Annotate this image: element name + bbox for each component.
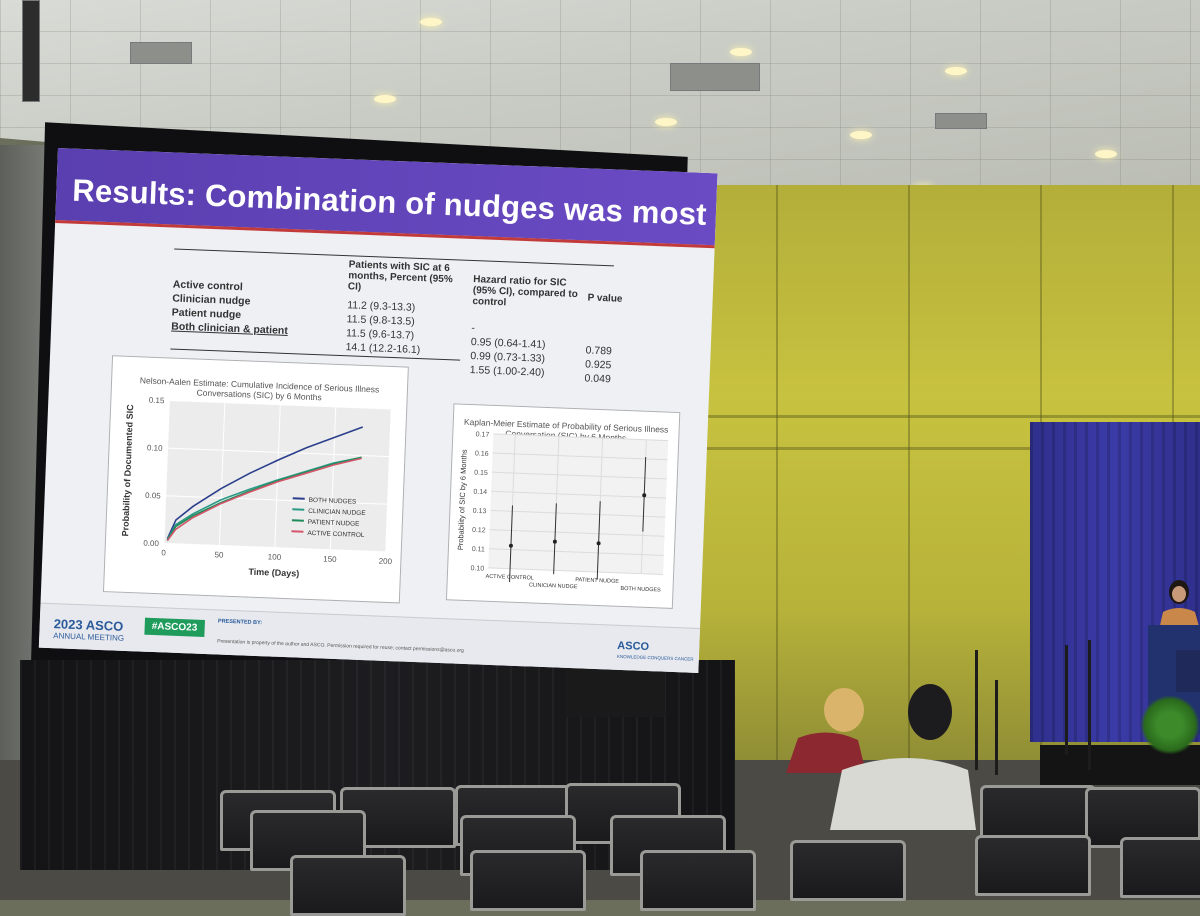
x-tick-label: 100 [268, 552, 282, 562]
ceiling-vent [130, 42, 192, 64]
y-tick-label: 0.10 [147, 443, 163, 453]
presented-by: PRESENTED BY: [218, 618, 262, 626]
kaplan-meier-plot: 0.10 0.11 0.12 0.13 0.14 0.15 0.16 0.17 Probabil… [447, 404, 679, 607]
presentation-slide: Results: Combination of nudges was most … [39, 148, 718, 673]
kaplan-meier-chart: Kaplan-Meier Estimate of Probability of … [446, 403, 680, 609]
percent-value: 11.5 (9.8-13.5) [346, 313, 415, 328]
chair [290, 855, 406, 916]
arm-label: Patient nudge [172, 306, 242, 321]
y-tick-label: 0.11 [472, 546, 485, 554]
chair [975, 835, 1091, 896]
audience-chairs [180, 765, 1200, 900]
arm-label: Clinician nudge [172, 293, 251, 308]
slide-title: Results: Combination of nudges was most … [72, 173, 718, 239]
audience-person-grey [818, 680, 978, 830]
ceiling-light [655, 118, 677, 126]
y-tick-label: 0.15 [149, 396, 165, 406]
nelson-aalen-plot: 0 50 100 150 200 0.00 0.05 0.10 0.15 Time (Days) P… [104, 356, 408, 602]
y-tick-label: 0.13 [473, 508, 487, 516]
y-axis-label: Probability of SIC by 6 Months [456, 449, 469, 550]
percent-value: 11.5 (9.6-13.7) [346, 327, 415, 342]
plant [1140, 695, 1200, 755]
y-tick-label: 0.14 [473, 489, 487, 497]
ceiling-vent [670, 63, 760, 91]
asco-meeting-text: ANNUAL MEETING [53, 631, 124, 643]
speaker-person [1155, 580, 1200, 630]
chair [470, 850, 586, 911]
results-table: Patients with SIC at 6 months, Percent (… [174, 253, 614, 270]
x-tick-label: 200 [379, 557, 393, 567]
p-value: 0.049 [584, 372, 611, 385]
chair [640, 850, 756, 911]
y-tick-label: 0.16 [475, 450, 489, 458]
x-tick-label: 0 [161, 548, 166, 557]
hashtag-badge: #ASCO23 [144, 618, 204, 637]
stage-railing [995, 680, 998, 775]
y-tick-label: 0.05 [145, 491, 161, 501]
x-tick-label: PATIENT NUDGE [575, 577, 619, 585]
y-tick-label: 0.10 [470, 565, 484, 573]
percent-value: 14.1 (12.2-16.1) [345, 341, 420, 356]
ceiling-light [420, 18, 442, 26]
ceiling-vent [935, 113, 987, 129]
stage-railing [1065, 645, 1068, 755]
ceiling-light [374, 95, 396, 103]
ceiling-light [1095, 150, 1117, 158]
y-tick-label: 0.15 [474, 470, 488, 478]
plot-area [488, 434, 668, 575]
chair [1120, 837, 1200, 898]
disclaimer-text: Presentation is property of the author a… [217, 638, 464, 653]
x-tick-label: BOTH NUDGES [620, 586, 661, 594]
x-tick-label: 150 [323, 554, 337, 564]
stage-railing [1088, 640, 1091, 770]
x-tick-label: ACTIVE CONTROL [485, 574, 533, 582]
y-axis-label: Probability of Documented SIC [120, 404, 135, 537]
y-tick-label: 0.12 [472, 527, 486, 535]
arm-label: Active control [173, 279, 243, 294]
chair [790, 840, 906, 901]
nelson-aalen-chart: Nelson-Aalen Estimate: Cumulative Incide… [103, 355, 409, 603]
ceiling-vent [22, 0, 40, 102]
asco-right-tagline: KNOWLEDGE CONQUERS CANCER [617, 654, 694, 662]
percent-value: 11.2 (9.3-13.3) [347, 299, 416, 314]
ceiling-light [730, 48, 752, 56]
podium-sign [1176, 650, 1200, 692]
x-tick-label: 50 [214, 550, 224, 559]
x-axis-label: Time (Days) [248, 567, 299, 579]
ceiling-light [850, 131, 872, 139]
ceiling-light [945, 67, 967, 75]
y-tick-label: 0.17 [476, 431, 490, 439]
hr-value: 1.55 (1.00-2.40) [470, 364, 545, 379]
asco-right-logo: ASCO [617, 640, 649, 653]
x-tick-label: CLINICIAN NUDGE [529, 582, 578, 590]
y-tick-label: 0.00 [143, 539, 159, 549]
